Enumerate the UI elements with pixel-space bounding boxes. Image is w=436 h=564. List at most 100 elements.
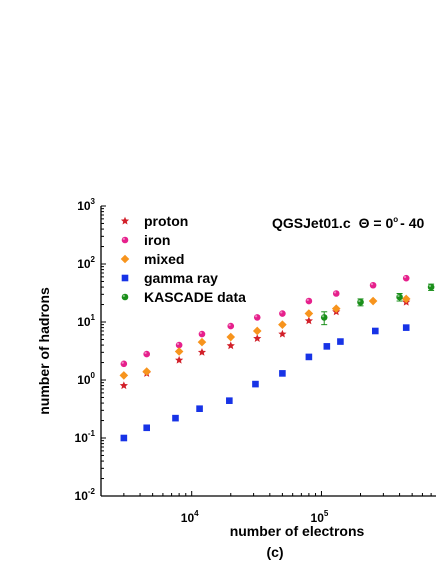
data-point xyxy=(172,414,179,422)
annotation-degree: o xyxy=(393,215,398,224)
data-point xyxy=(304,316,313,325)
data-point xyxy=(369,281,377,289)
y-tick-label: 102 xyxy=(77,255,95,271)
data-point xyxy=(337,338,344,345)
data-point xyxy=(142,367,151,376)
data-point xyxy=(253,314,261,321)
series-kascade-data xyxy=(320,283,435,326)
y-tick-label: 103 xyxy=(77,197,95,213)
annotation-range: - 40 xyxy=(400,215,424,231)
data-point xyxy=(174,347,184,356)
data-point xyxy=(279,370,286,377)
data-point xyxy=(119,381,128,390)
marker-highlight xyxy=(397,294,400,297)
data-point xyxy=(320,314,328,321)
data-point xyxy=(368,296,378,306)
marker-highlight xyxy=(199,331,202,335)
y-tick-label: 101 xyxy=(77,313,95,329)
data-point xyxy=(402,324,410,331)
data-point xyxy=(305,353,313,361)
figure-caption: (c) xyxy=(266,544,283,560)
data-point xyxy=(331,304,341,313)
data-point xyxy=(332,290,340,297)
legend-item: mixed xyxy=(120,251,184,267)
annotation-theta: Θ = 0 xyxy=(359,215,394,231)
data-point xyxy=(227,322,235,330)
axis-tick-labels: 10-210-1100101102103104105106 xyxy=(75,197,329,525)
data-point xyxy=(120,434,128,442)
data-point xyxy=(226,332,236,342)
data-point xyxy=(396,293,403,301)
data-point xyxy=(279,310,286,317)
series-gamma-ray xyxy=(120,324,410,442)
marker-highlight xyxy=(228,323,231,327)
data-point xyxy=(143,424,150,432)
series-proton xyxy=(119,297,411,390)
data-point xyxy=(304,309,314,318)
legend-label: mixed xyxy=(144,251,184,267)
legend-item: gamma ray xyxy=(121,270,218,286)
legend-label: KASCADE data xyxy=(144,289,246,305)
marker-highlight xyxy=(122,294,125,297)
data-point xyxy=(427,283,435,291)
legend-marker xyxy=(120,216,130,225)
legend-marker xyxy=(121,293,129,301)
legend-item: proton xyxy=(120,213,188,229)
data-point xyxy=(197,348,207,356)
marker-highlight xyxy=(306,298,309,302)
data-point xyxy=(401,294,411,304)
series-iron xyxy=(120,274,410,368)
marker-highlight xyxy=(280,311,283,314)
data-marks xyxy=(119,274,435,442)
marker-highlight xyxy=(428,284,432,288)
data-point xyxy=(252,326,262,336)
axis-ticks xyxy=(100,205,432,497)
data-point xyxy=(253,334,262,342)
data-point xyxy=(196,405,203,413)
data-point xyxy=(198,330,206,338)
legend-marker xyxy=(121,236,129,244)
legend-marker xyxy=(120,254,130,264)
legend-label: proton xyxy=(144,213,188,229)
data-point xyxy=(197,337,207,347)
data-point xyxy=(278,329,287,338)
annotation: QGSJet01.c Θ = 0o - 40 xyxy=(272,215,424,231)
data-point xyxy=(252,380,259,388)
data-point xyxy=(119,371,129,380)
marker-highlight xyxy=(370,282,374,286)
data-point xyxy=(402,274,410,282)
y-axis-label: number of hadrons xyxy=(36,287,52,415)
marker-highlight xyxy=(358,299,361,303)
data-point xyxy=(372,327,379,335)
y-tick-label: 10-1 xyxy=(75,429,96,445)
annotation-model: QGSJet01.c xyxy=(272,215,351,231)
data-point xyxy=(120,360,128,368)
data-point xyxy=(143,350,150,358)
data-point xyxy=(175,341,183,349)
plot-frame xyxy=(100,206,436,497)
marker-highlight xyxy=(254,315,258,318)
y-tick-label: 10-2 xyxy=(75,487,96,503)
legend-item: KASCADE data xyxy=(121,289,246,305)
legend: proton iron mixed gamma ray KASCADE data xyxy=(120,213,246,305)
legend-label: iron xyxy=(144,232,170,248)
data-point xyxy=(226,341,235,350)
x-tick-label: 104 xyxy=(181,509,199,525)
marker-highlight xyxy=(176,342,180,346)
data-point xyxy=(278,320,287,329)
legend-item: iron xyxy=(121,232,170,248)
marker-highlight xyxy=(321,315,325,318)
data-point xyxy=(226,397,233,404)
legend-marker xyxy=(121,274,129,282)
legend-label: gamma ray xyxy=(144,270,218,286)
marker-highlight xyxy=(122,237,125,240)
x-axis-label: number of electrons xyxy=(230,523,365,539)
x-tick-label: 105 xyxy=(311,509,329,525)
marker-highlight xyxy=(403,275,407,279)
data-point xyxy=(305,297,313,305)
y-tick-label: 100 xyxy=(77,371,95,387)
marker-highlight xyxy=(333,291,337,294)
data-point xyxy=(357,298,364,306)
marker-highlight xyxy=(144,351,147,355)
